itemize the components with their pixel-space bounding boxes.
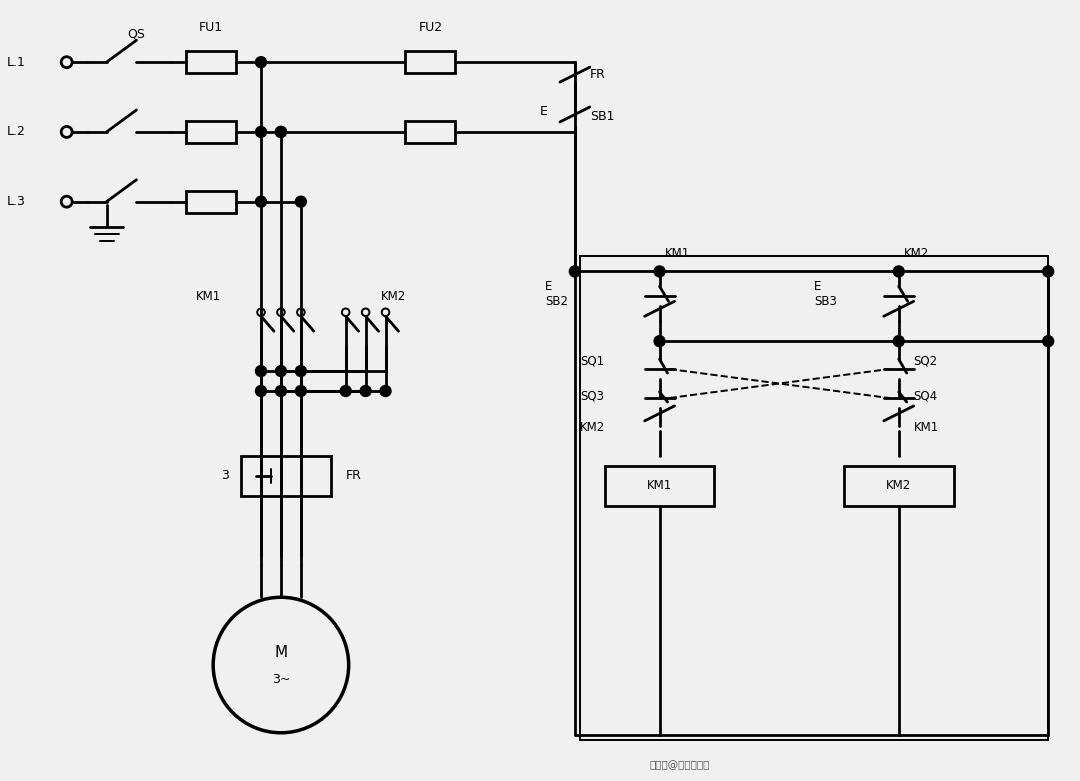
Circle shape bbox=[1042, 266, 1054, 277]
Text: FR: FR bbox=[346, 469, 362, 482]
Circle shape bbox=[256, 386, 267, 397]
Bar bbox=[186, 121, 237, 143]
Bar bbox=[405, 121, 456, 143]
Text: L.1: L.1 bbox=[6, 55, 26, 69]
Text: SB1: SB1 bbox=[590, 110, 615, 123]
Circle shape bbox=[256, 127, 267, 137]
Text: KM2: KM2 bbox=[886, 480, 912, 492]
Circle shape bbox=[360, 386, 372, 397]
Circle shape bbox=[256, 57, 267, 68]
Text: FR: FR bbox=[590, 68, 606, 80]
Text: SQ1: SQ1 bbox=[580, 355, 604, 368]
Circle shape bbox=[275, 127, 286, 137]
Bar bbox=[843, 465, 954, 505]
Circle shape bbox=[275, 127, 286, 137]
Circle shape bbox=[654, 266, 665, 277]
Text: KM1: KM1 bbox=[664, 247, 690, 260]
Text: KM1: KM1 bbox=[914, 422, 939, 434]
Text: SQ4: SQ4 bbox=[914, 390, 937, 402]
Text: SQ3: SQ3 bbox=[580, 390, 604, 402]
Text: FU1: FU1 bbox=[199, 21, 224, 34]
Text: 3~: 3~ bbox=[272, 673, 291, 686]
Bar bbox=[186, 52, 237, 73]
Circle shape bbox=[569, 266, 580, 277]
Circle shape bbox=[295, 196, 307, 207]
Circle shape bbox=[893, 266, 904, 277]
Text: E: E bbox=[540, 105, 548, 119]
Text: L.3: L.3 bbox=[6, 195, 26, 209]
Circle shape bbox=[256, 366, 267, 376]
Bar bbox=[186, 191, 237, 212]
Circle shape bbox=[295, 366, 307, 376]
Circle shape bbox=[275, 366, 286, 376]
Bar bbox=[605, 465, 714, 505]
Bar bbox=[405, 52, 456, 73]
Circle shape bbox=[380, 386, 391, 397]
Text: KM2: KM2 bbox=[904, 247, 929, 260]
Text: FU2: FU2 bbox=[418, 21, 443, 34]
Text: KM2: KM2 bbox=[380, 290, 406, 303]
Text: KM1: KM1 bbox=[197, 290, 221, 303]
Circle shape bbox=[893, 336, 904, 347]
Text: QS: QS bbox=[127, 28, 146, 41]
Text: SB3: SB3 bbox=[814, 294, 837, 308]
Text: KM2: KM2 bbox=[580, 422, 605, 434]
Circle shape bbox=[340, 386, 351, 397]
Text: E: E bbox=[814, 280, 822, 293]
Circle shape bbox=[295, 386, 307, 397]
Text: L.2: L.2 bbox=[6, 126, 26, 138]
Circle shape bbox=[275, 386, 286, 397]
Text: KM1: KM1 bbox=[647, 480, 672, 492]
Text: M: M bbox=[274, 644, 287, 660]
Text: E: E bbox=[545, 280, 552, 293]
Circle shape bbox=[654, 336, 665, 347]
Circle shape bbox=[256, 196, 267, 207]
Text: 搜狐号@电力观察官: 搜狐号@电力观察官 bbox=[649, 760, 710, 769]
Text: SB2: SB2 bbox=[545, 294, 568, 308]
Bar bbox=[580, 256, 1049, 740]
Text: SQ2: SQ2 bbox=[914, 355, 937, 368]
Text: 3: 3 bbox=[221, 469, 229, 482]
Bar bbox=[241, 456, 330, 496]
Circle shape bbox=[1042, 336, 1054, 347]
